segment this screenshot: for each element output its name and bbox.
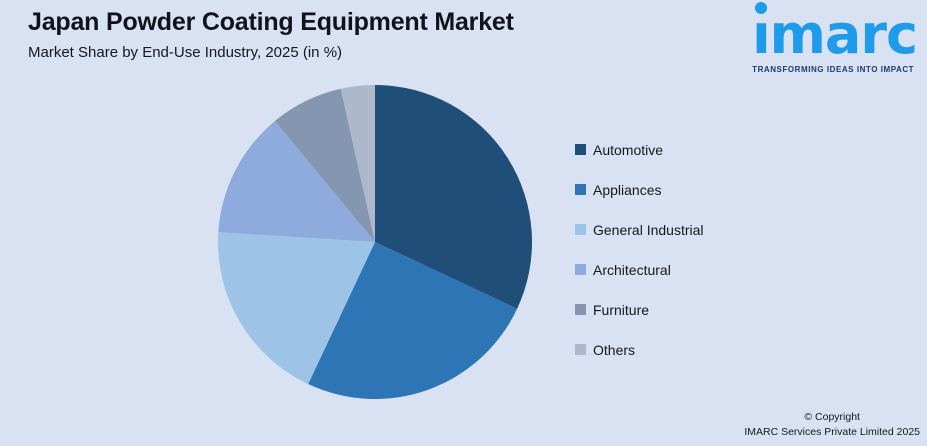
pie-chart <box>217 85 533 400</box>
legend-item-appliances: Appliances <box>575 181 704 198</box>
page-title: Japan Powder Coating Equipment Market <box>28 8 514 36</box>
chart-legend: Automotive Appliances General Industrial Ar… <box>575 141 704 358</box>
legend-label-architectural: Architectural <box>593 261 671 278</box>
logo-mark: ımarc TRANSFORMING IDEAS INTO IMPACT <box>752 2 918 75</box>
logo-i-dot-icon <box>755 2 768 14</box>
legend-item-automotive: Automotive <box>575 141 704 158</box>
legend-item-architectural: Architectural <box>575 261 704 278</box>
legend-item-furniture: Furniture <box>575 301 704 318</box>
page-subtitle: Market Share by End-Use Industry, 2025 (… <box>28 44 343 61</box>
imarc-logo: ımarc TRANSFORMING IDEAS INTO IMPACT <box>725 2 918 77</box>
legend-swatch-general-industrial <box>575 224 586 235</box>
legend-label-general-industrial: General Industrial <box>593 221 704 238</box>
pie-slice-appliances <box>308 242 518 400</box>
legend-swatch-architectural <box>575 264 586 275</box>
pie-slice-architectural <box>218 121 375 242</box>
copyright-line2: IMARC Services Private Limited 2025 <box>744 425 920 438</box>
copyright-notice: © Copyright IMARC Services Private Limit… <box>744 410 920 440</box>
pie-slice-furniture <box>274 88 375 242</box>
legend-label-automotive: Automotive <box>593 141 664 158</box>
legend-swatch-furniture <box>575 304 586 315</box>
legend-swatch-automotive <box>575 144 586 155</box>
pie-slice-others <box>340 85 375 242</box>
legend-swatch-others <box>575 344 586 355</box>
copyright-line1: © Copyright <box>804 410 860 423</box>
logo-wordmark: ımarc <box>752 3 918 66</box>
pie-slice-general-industrial <box>217 232 375 385</box>
legend-swatch-appliances <box>575 184 586 195</box>
legend-item-others: Others <box>575 341 704 358</box>
header: Japan Powder Coating Equipment Market Ma… <box>28 8 514 61</box>
legend-label-furniture: Furniture <box>593 301 650 318</box>
legend-item-general-industrial: General Industrial <box>575 221 704 238</box>
logo-tagline: TRANSFORMING IDEAS INTO IMPACT <box>752 65 915 75</box>
pie-slice-automotive <box>375 85 533 309</box>
legend-label-others: Others <box>593 341 636 358</box>
legend-label-appliances: Appliances <box>593 181 662 198</box>
